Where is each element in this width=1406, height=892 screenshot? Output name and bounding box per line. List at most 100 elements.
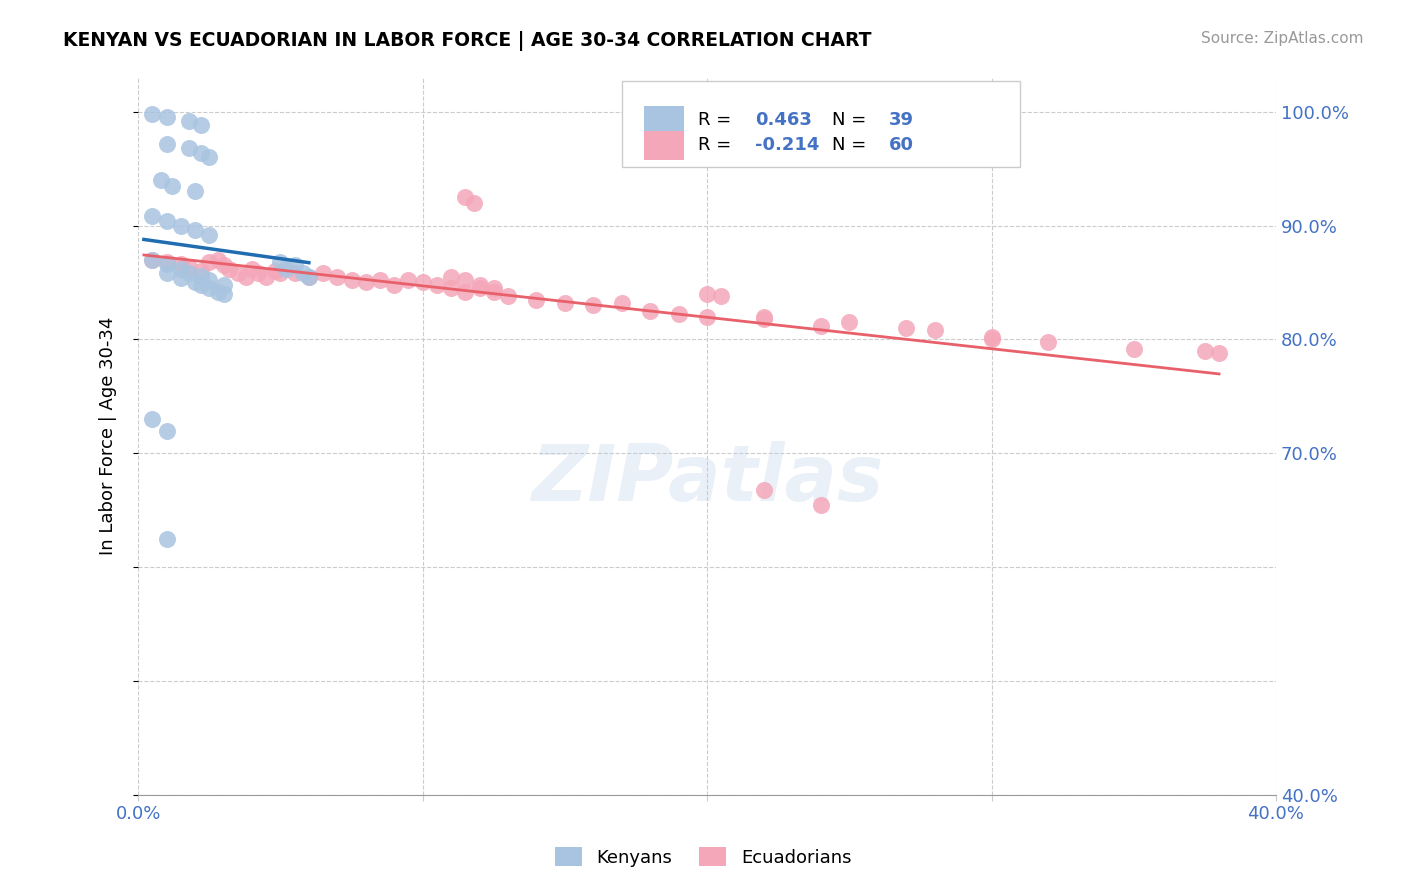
Point — [1208, 346, 1230, 360]
Point — [207, 285, 229, 299]
Point — [212, 277, 235, 292]
Point — [696, 310, 718, 324]
Text: KENYAN VS ECUADORIAN IN LABOR FORCE | AGE 30-34 CORRELATION CHART: KENYAN VS ECUADORIAN IN LABOR FORCE | AG… — [63, 31, 872, 51]
Point — [179, 113, 201, 128]
Point — [198, 227, 221, 242]
Point — [156, 424, 179, 438]
Point — [810, 318, 832, 333]
Point — [170, 257, 193, 271]
Point — [468, 277, 491, 292]
Text: -0.214: -0.214 — [755, 136, 820, 154]
Point — [156, 111, 179, 125]
Point — [170, 271, 193, 285]
Point — [396, 273, 419, 287]
Point — [156, 257, 179, 271]
Point — [554, 296, 576, 310]
Point — [412, 276, 434, 290]
Legend: Kenyans, Ecuadorians: Kenyans, Ecuadorians — [547, 840, 859, 874]
Point — [156, 532, 179, 546]
Point — [980, 333, 1002, 347]
Point — [454, 190, 477, 204]
Point — [326, 269, 349, 284]
Point — [838, 315, 860, 329]
Point — [156, 255, 179, 269]
Point — [440, 281, 463, 295]
Point — [1122, 342, 1144, 356]
Point — [179, 260, 201, 274]
Point — [190, 277, 212, 292]
Point — [382, 277, 405, 292]
Point — [190, 145, 212, 160]
Point — [298, 269, 321, 284]
Point — [1194, 343, 1216, 358]
Point — [190, 118, 212, 132]
Point — [468, 281, 491, 295]
Point — [496, 289, 519, 303]
Point — [141, 107, 163, 121]
Point — [198, 273, 221, 287]
Point — [212, 259, 235, 273]
Point — [526, 293, 548, 307]
Point — [246, 266, 269, 280]
Point — [924, 323, 946, 337]
Point — [980, 330, 1002, 344]
Point — [226, 266, 249, 280]
Point — [896, 321, 918, 335]
Point — [440, 269, 463, 284]
Point — [141, 252, 163, 267]
Point — [482, 281, 505, 295]
Text: ZIPatlas: ZIPatlas — [531, 442, 883, 517]
Point — [184, 276, 207, 290]
Point — [269, 266, 291, 280]
Point — [141, 412, 163, 426]
Point — [668, 307, 690, 321]
Point — [810, 498, 832, 512]
Text: 0.463: 0.463 — [755, 112, 811, 129]
Point — [274, 261, 297, 276]
Point — [312, 266, 335, 280]
Point — [454, 285, 477, 299]
Point — [170, 261, 193, 276]
Point — [198, 281, 221, 295]
Point — [198, 150, 221, 164]
Text: N =: N = — [832, 136, 872, 154]
Text: 39: 39 — [889, 112, 914, 129]
Point — [368, 273, 391, 287]
Point — [156, 214, 179, 228]
Point — [212, 286, 235, 301]
Point — [190, 268, 212, 283]
Point — [269, 255, 291, 269]
Point — [198, 255, 221, 269]
Point — [162, 178, 184, 193]
Point — [1038, 334, 1060, 349]
Point — [170, 219, 193, 233]
Point — [482, 285, 505, 299]
Point — [149, 173, 172, 187]
Point — [235, 269, 257, 284]
Point — [454, 273, 477, 287]
Point — [298, 269, 321, 284]
Point — [240, 261, 263, 276]
Text: R =: R = — [697, 112, 737, 129]
Point — [582, 298, 605, 312]
Point — [179, 141, 201, 155]
Point — [156, 136, 179, 151]
Point — [752, 310, 775, 324]
Point — [638, 304, 661, 318]
FancyBboxPatch shape — [621, 81, 1019, 167]
Point — [354, 276, 377, 290]
Y-axis label: In Labor Force | Age 30-34: In Labor Force | Age 30-34 — [100, 317, 117, 556]
Point — [710, 289, 733, 303]
Point — [463, 195, 485, 210]
Point — [141, 210, 163, 224]
Point — [610, 296, 633, 310]
Point — [752, 312, 775, 326]
Point — [156, 266, 179, 280]
Point — [190, 264, 212, 278]
Point — [263, 264, 285, 278]
Text: R =: R = — [697, 136, 737, 154]
Point — [292, 266, 315, 280]
Point — [141, 252, 163, 267]
Point — [284, 259, 307, 273]
Point — [207, 252, 229, 267]
